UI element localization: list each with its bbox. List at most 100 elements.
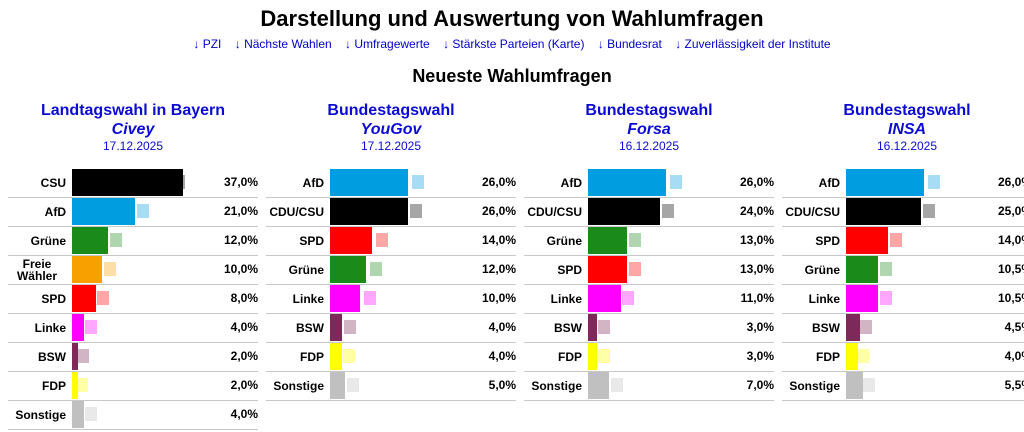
bar-grüne — [588, 227, 627, 254]
previous-value-marker — [662, 204, 674, 218]
previous-value-marker — [96, 291, 109, 305]
party-label: CDU/CSU — [269, 204, 324, 219]
previous-value-marker — [342, 349, 355, 363]
poll-header[interactable]: Bundestagswahl INSA 16.12.2025 — [782, 101, 1024, 153]
party-label: SPD — [41, 291, 66, 306]
party-label: BSW — [38, 349, 66, 364]
bar-linke — [330, 285, 360, 312]
value-label: 13,0% — [739, 262, 774, 276]
poll-date: 17.12.2025 — [102, 139, 164, 153]
bar-sonstige — [72, 401, 84, 428]
party-label: AfD — [302, 175, 324, 190]
nav-link-bundesrat[interactable]: ↓ Bundesrat — [597, 37, 662, 51]
poll-header[interactable]: Bundestagswahl YouGov 17.12.2025 — [266, 101, 516, 153]
value-label: 10,0% — [223, 262, 258, 276]
party-label: BSW — [554, 320, 582, 335]
nav-link-umfragewerte[interactable]: ↓ Umfragewerte — [345, 37, 430, 51]
party-label: Grüne — [30, 233, 66, 248]
party-row-csu: CSU 37,0% — [8, 168, 258, 198]
bar-bsw — [846, 314, 860, 341]
party-label: SPD — [299, 233, 324, 248]
previous-value-marker — [77, 349, 89, 363]
previous-value-marker — [629, 262, 641, 276]
party-label: AfD — [818, 175, 840, 190]
nav-link-zuverlaessigkeit[interactable]: ↓ Zuverlässigkeit der Institute — [675, 37, 831, 51]
bar-freie-wähler — [72, 256, 102, 283]
previous-value-marker — [173, 175, 185, 189]
party-row-linke: Linke 4,0% — [8, 313, 258, 343]
bar-sonstige — [588, 372, 609, 399]
previous-value-marker — [927, 175, 940, 189]
bar-cdu-csu — [846, 198, 921, 225]
previous-value-marker — [879, 262, 892, 276]
party-row-afd: AfD 26,0% — [782, 168, 1024, 198]
previous-value-marker — [863, 378, 875, 392]
bar-cdu-csu — [588, 198, 660, 225]
previous-value-marker — [597, 320, 610, 334]
party-row-cdu-csu: CDU/CSU 26,0% — [266, 197, 516, 227]
value-label: 10,5% — [997, 262, 1024, 276]
nav-link-staerkste-parteien[interactable]: ↓ Stärkste Parteien (Karte) — [443, 37, 585, 51]
party-row-fdp: FDP 3,0% — [524, 342, 774, 372]
election-name: Landtagswahl in Bayern — [40, 102, 226, 119]
nav-link-pzi[interactable]: ↓ PZI — [193, 37, 222, 51]
value-label: 13,0% — [739, 233, 774, 247]
bar-grüne — [846, 256, 878, 283]
party-row-linke: Linke 10,5% — [782, 284, 1024, 314]
party-label: FDP — [816, 349, 840, 364]
party-row-grüne: Grüne 12,0% — [266, 255, 516, 285]
party-label: BSW — [812, 320, 840, 335]
value-label: 26,0% — [739, 175, 774, 189]
previous-value-marker — [860, 320, 872, 334]
value-label: 12,0% — [223, 233, 258, 247]
value-label: 14,0% — [481, 233, 516, 247]
party-label: FDP — [300, 349, 324, 364]
previous-value-marker — [344, 320, 356, 334]
value-label: 4,0% — [230, 407, 258, 421]
bar-csu — [72, 169, 183, 196]
party-label: CDU/CSU — [527, 204, 582, 219]
party-row-freie-wähler: Freie Wähler 10,0% — [8, 255, 258, 285]
bar-grüne — [72, 227, 108, 254]
poll-date: 16.12.2025 — [618, 139, 680, 153]
institute-name: INSA — [887, 121, 927, 138]
party-label: SPD — [815, 233, 840, 248]
value-label: 12,0% — [481, 262, 516, 276]
value-label: 26,0% — [997, 175, 1024, 189]
value-label: 3,0% — [746, 320, 774, 334]
section-title: Neueste Wahlumfragen — [412, 66, 612, 86]
nav-link-naechste-wahlen[interactable]: ↓ Nächste Wahlen — [234, 37, 332, 51]
institute-name: Civey — [111, 121, 155, 138]
institute-name: YouGov — [360, 121, 422, 138]
party-label: Freie Wähler — [16, 256, 57, 283]
value-label: 4,0% — [230, 320, 258, 334]
previous-value-marker — [84, 320, 97, 334]
poll-header[interactable]: Landtagswahl in Bayern Civey 17.12.2025 — [8, 101, 258, 153]
bar-sonstige — [846, 372, 863, 399]
bar-afd — [846, 169, 924, 196]
party-label: FDP — [558, 349, 582, 364]
party-row-sonstige: Sonstige 4,0% — [8, 400, 258, 430]
previous-value-marker — [923, 204, 935, 218]
party-row-spd: SPD 14,0% — [782, 226, 1024, 256]
party-label: FDP — [42, 378, 66, 393]
page-title: Darstellung und Auswertung von Wahlumfra… — [260, 6, 764, 31]
party-row-afd: AfD 21,0% — [8, 197, 258, 227]
party-row-afd: AfD 26,0% — [266, 168, 516, 198]
poll-header[interactable]: Bundestagswahl Forsa 16.12.2025 — [524, 101, 774, 153]
party-row-sonstige: Sonstige 5,5% — [782, 371, 1024, 401]
previous-value-marker — [84, 407, 97, 421]
value-label: 8,0% — [230, 291, 258, 305]
bar-spd — [846, 227, 888, 254]
previous-value-marker — [75, 378, 88, 392]
bar-fdp — [72, 372, 78, 399]
party-label: CDU/CSU — [785, 204, 840, 219]
bar-fdp — [846, 343, 858, 370]
party-row-linke: Linke 10,0% — [266, 284, 516, 314]
previous-value-marker — [621, 291, 634, 305]
bar-linke — [72, 314, 84, 341]
party-label: Linke — [292, 291, 324, 306]
value-label: 21,0% — [223, 204, 258, 218]
previous-value-marker — [411, 175, 424, 189]
poll-panel-bundestag-insa: Bundestagswahl INSA 16.12.2025 AfD 26,0% C… — [782, 101, 1024, 401]
